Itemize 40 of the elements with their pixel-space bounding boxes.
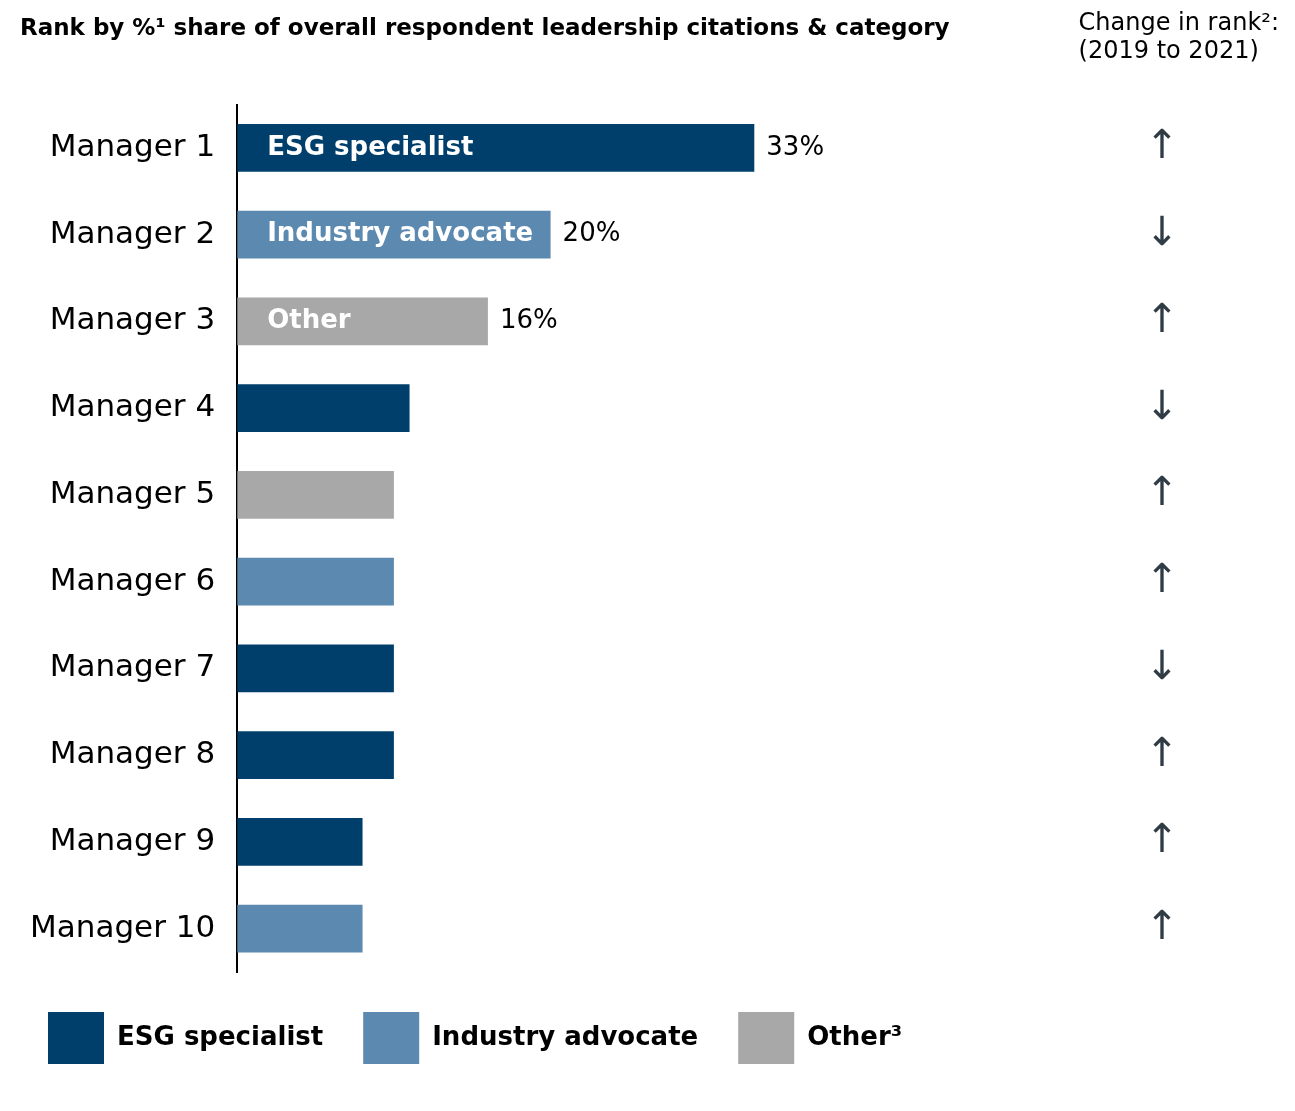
data-label: 33% xyxy=(766,130,825,161)
data-label: 16% xyxy=(499,304,558,335)
y-tick-label: Manager 7 xyxy=(49,647,216,684)
data-label: 20% xyxy=(562,217,621,248)
annotation: Other xyxy=(267,304,351,335)
y-tick-label: Manager 5 xyxy=(49,473,216,510)
text: ↑ xyxy=(1145,815,1179,862)
bar xyxy=(237,471,394,519)
text: ↑ xyxy=(1145,555,1179,602)
y-tick-label: Manager 6 xyxy=(49,560,216,597)
legend-label: Other³ xyxy=(807,1020,903,1051)
bar xyxy=(237,644,394,693)
text: ↓ xyxy=(1145,208,1179,255)
bar xyxy=(237,384,410,433)
bar xyxy=(237,817,363,866)
y-tick-label: Manager 1 xyxy=(49,127,216,164)
y-tick-label: Manager 3 xyxy=(49,300,216,337)
text: ↓ xyxy=(1145,641,1179,688)
text: ↑ xyxy=(1145,468,1179,515)
bar xyxy=(237,904,363,953)
y-tick-label: Manager 8 xyxy=(49,734,216,771)
text: ↓ xyxy=(1145,381,1179,428)
annotation: ESG specialist xyxy=(267,130,474,161)
y-tick-label: Manager 9 xyxy=(49,820,216,857)
bar xyxy=(237,124,755,172)
legend-label: Industry advocate xyxy=(432,1020,699,1051)
y-tick-label: Manager 2 xyxy=(49,213,216,250)
text: ↑ xyxy=(1145,728,1179,775)
bar xyxy=(237,297,488,346)
bar xyxy=(237,557,394,606)
y-tick-label: Manager 4 xyxy=(49,387,216,424)
y-tick-label: Manager 10 xyxy=(30,907,216,944)
text: Change in rank²: (2019 to 2021) xyxy=(1078,8,1279,64)
chart-title: Rank by %¹ share of overall respondent leadership citations & category xyxy=(20,14,950,40)
text: ↑ xyxy=(1145,121,1179,168)
text: ↑ xyxy=(1145,902,1179,949)
annotation: Industry advocate xyxy=(267,217,534,248)
legend-label: ESG specialist xyxy=(117,1020,324,1051)
text: ↑ xyxy=(1145,294,1179,341)
bar xyxy=(237,731,394,780)
